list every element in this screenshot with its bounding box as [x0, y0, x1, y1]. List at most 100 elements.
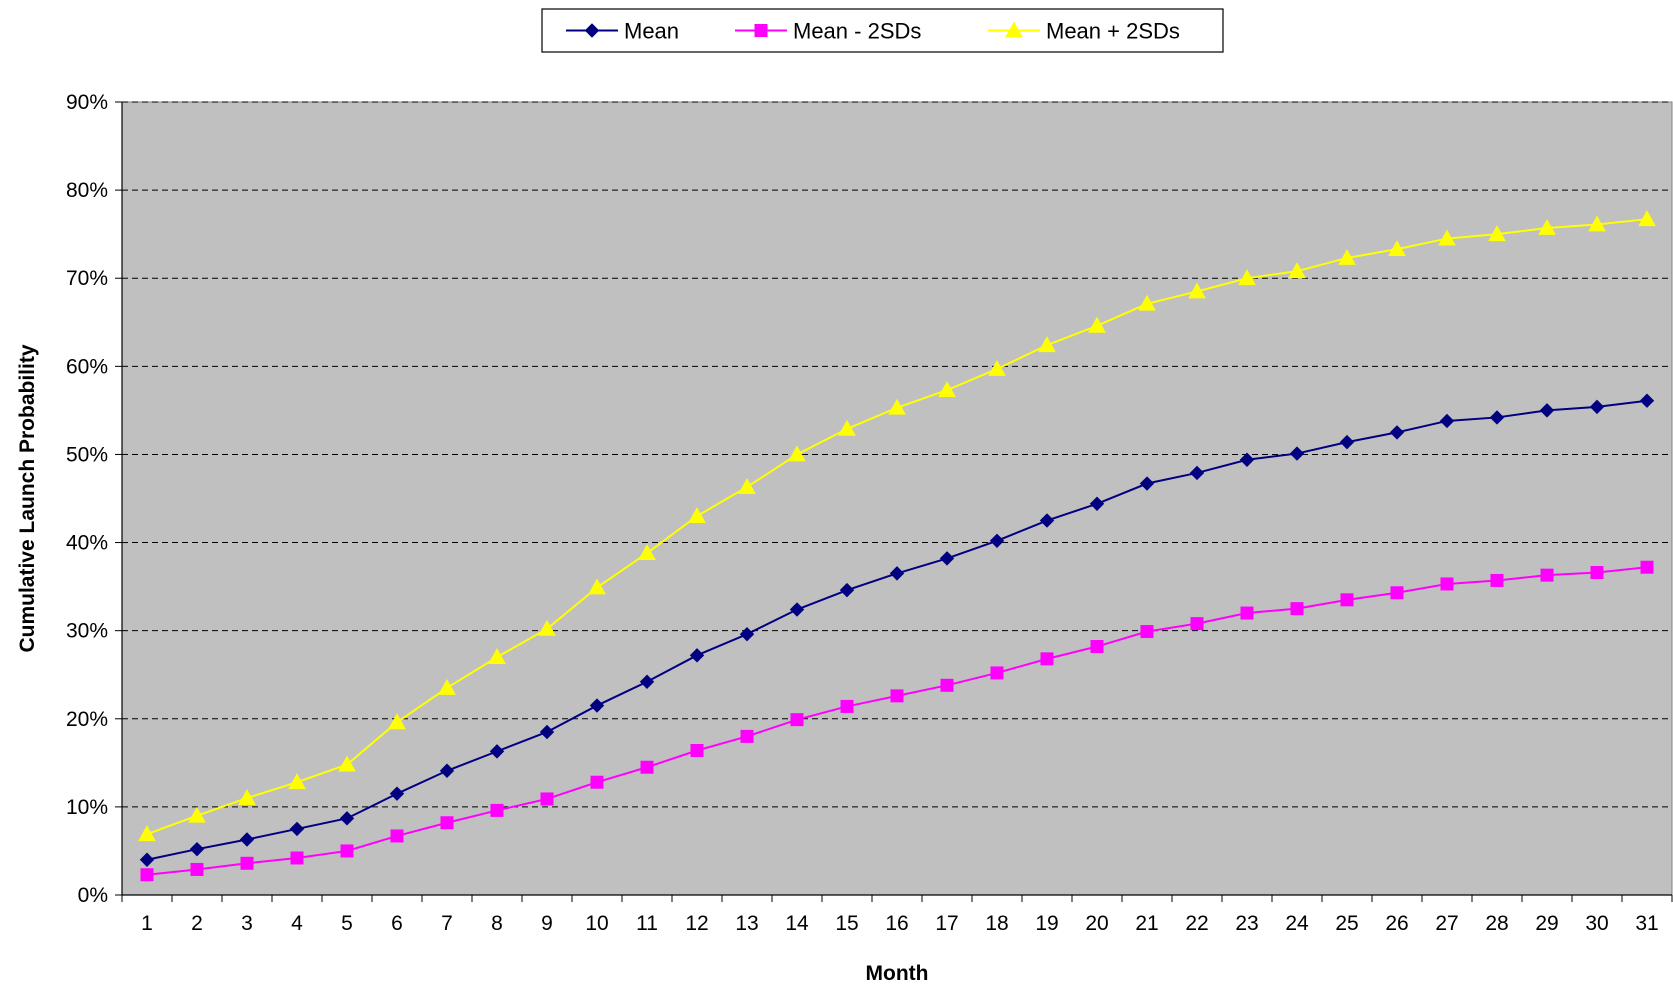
- data-point: [588, 578, 606, 595]
- data-point: [688, 507, 706, 524]
- data-point: [538, 619, 556, 636]
- x-tick-label: 17: [935, 912, 958, 935]
- data-point: [288, 773, 306, 790]
- x-tick-label: 23: [1235, 912, 1258, 935]
- data-point: [890, 689, 904, 703]
- data-point: [1290, 602, 1304, 616]
- x-tick-label: 14: [785, 912, 809, 935]
- data-point: [1388, 240, 1406, 257]
- data-point: [1188, 282, 1206, 299]
- data-point: [390, 829, 404, 843]
- x-tick-label: 28: [1485, 912, 1508, 935]
- data-point: [839, 582, 855, 598]
- axes: 0%10%20%30%40%50%60%70%80%90%1 2 3 4 5 6 7 8 9 10…: [66, 91, 1673, 935]
- legend: Mean Mean - 2SDs Mean + 2SDs: [541, 8, 1224, 53]
- data-point: [290, 851, 304, 865]
- data-point: [589, 698, 605, 713]
- x-tick-label: 11: [636, 912, 658, 935]
- data-point: [1488, 225, 1506, 242]
- data-point: [888, 398, 906, 415]
- data-point: [689, 648, 705, 663]
- data-point: [488, 648, 506, 664]
- data-point: [1589, 399, 1605, 415]
- data-point: [338, 755, 356, 772]
- data-point: [340, 844, 354, 858]
- data-point: [1590, 566, 1604, 580]
- legend-label: Mean - 2SDs: [793, 19, 921, 44]
- data-point: [1638, 210, 1656, 227]
- data-point: [1438, 229, 1456, 246]
- x-tick-label: 24: [1285, 912, 1309, 935]
- data-point: [590, 775, 604, 789]
- data-point: [1138, 294, 1156, 311]
- data-point: [240, 856, 254, 870]
- x-tick-label: 19: [1035, 912, 1058, 935]
- legend-item: Mean: [566, 19, 679, 44]
- x-tick-label: 18: [985, 912, 1008, 935]
- y-tick-label: 50%: [66, 443, 108, 466]
- data-point: [639, 674, 655, 689]
- data-point: [1088, 316, 1106, 333]
- data-point: [539, 724, 555, 740]
- x-tick-label: 3: [241, 912, 253, 935]
- y-axis-title: Cumulative Launch Probability: [16, 344, 39, 652]
- data-point: [1089, 496, 1105, 511]
- data-point: [1040, 652, 1054, 666]
- legend-label: Mean: [624, 19, 679, 44]
- data-point: [339, 811, 355, 826]
- legend-marker: [584, 23, 600, 38]
- legend-box: [541, 8, 1224, 53]
- data-point: [1139, 476, 1155, 491]
- data-point: [389, 786, 405, 801]
- data-point: [1538, 218, 1556, 235]
- x-tick-label: 12: [685, 912, 708, 935]
- data-point: [1539, 403, 1555, 418]
- data-point: [1490, 573, 1504, 587]
- data-point: [1038, 336, 1056, 353]
- data-point: [140, 868, 154, 882]
- data-point: [438, 678, 456, 695]
- data-point: [988, 359, 1006, 376]
- data-point: [1588, 215, 1606, 232]
- data-point: [1489, 410, 1505, 425]
- x-tick-label: 21: [1135, 912, 1158, 935]
- y-tick-label: 0%: [78, 884, 108, 907]
- data-point: [889, 566, 905, 581]
- data-point: [1190, 617, 1204, 631]
- x-tick-label: 1: [141, 912, 153, 935]
- x-axis-title: Month: [866, 962, 929, 985]
- data-point: [940, 678, 954, 692]
- y-tick-label: 80%: [66, 179, 108, 202]
- data-point: [540, 792, 554, 806]
- data-point: [239, 832, 255, 847]
- x-tick-label: 6: [391, 912, 403, 935]
- plot-area: [121, 101, 1673, 896]
- x-tick-label: 15: [835, 912, 858, 935]
- data-point: [1390, 586, 1404, 600]
- series-mean-2sds: [140, 560, 1654, 882]
- x-tick-label: 29: [1535, 912, 1558, 935]
- legend-item: Mean + 2SDs: [988, 19, 1180, 44]
- x-tick-label: 16: [885, 912, 908, 935]
- data-point: [840, 699, 854, 713]
- data-point: [690, 743, 704, 757]
- series-mean-2sds: [138, 210, 1656, 842]
- y-tick-label: 70%: [66, 267, 108, 290]
- data-point: [1338, 248, 1356, 265]
- data-point: [489, 744, 505, 759]
- data-point: [1389, 425, 1405, 440]
- x-tick-label: 26: [1385, 912, 1408, 935]
- data-point: [789, 602, 805, 617]
- data-point: [189, 841, 205, 857]
- x-tick-label: 27: [1435, 912, 1458, 935]
- data-point: [1639, 393, 1655, 408]
- gridlines: [122, 101, 1672, 808]
- y-tick-label: 30%: [66, 620, 108, 643]
- data-point: [388, 713, 406, 730]
- data-point: [1340, 593, 1354, 607]
- data-point: [490, 803, 504, 817]
- data-point: [788, 445, 806, 462]
- x-tick-label: 2: [191, 912, 203, 935]
- data-point: [190, 862, 204, 876]
- data-point: [1238, 269, 1256, 286]
